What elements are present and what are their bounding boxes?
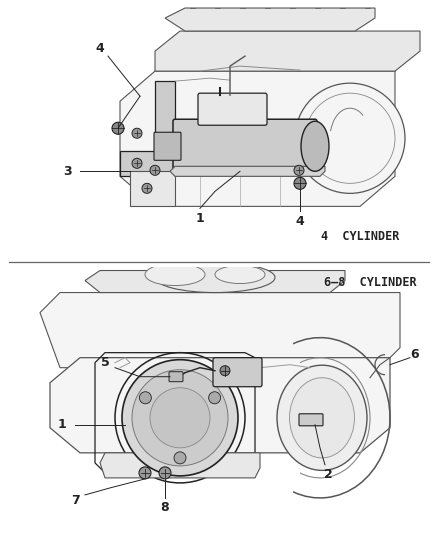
Circle shape (305, 93, 395, 183)
FancyBboxPatch shape (198, 93, 267, 125)
Circle shape (112, 122, 124, 134)
Circle shape (132, 158, 142, 168)
Polygon shape (40, 293, 400, 368)
Circle shape (132, 370, 228, 466)
Circle shape (159, 467, 171, 479)
Text: 5: 5 (101, 356, 110, 369)
Polygon shape (100, 453, 260, 478)
Polygon shape (130, 171, 175, 206)
Circle shape (150, 165, 160, 175)
FancyBboxPatch shape (299, 414, 323, 426)
Text: 1: 1 (58, 418, 67, 431)
Text: 4: 4 (296, 215, 304, 228)
Ellipse shape (290, 378, 354, 458)
Circle shape (220, 366, 230, 376)
Circle shape (132, 128, 142, 138)
Polygon shape (165, 8, 375, 31)
FancyBboxPatch shape (173, 119, 317, 173)
FancyBboxPatch shape (154, 132, 181, 160)
Ellipse shape (301, 121, 329, 171)
Circle shape (139, 467, 151, 479)
Text: 1: 1 (196, 212, 205, 225)
Circle shape (150, 387, 210, 448)
Ellipse shape (215, 265, 265, 284)
Text: 6: 6 (411, 348, 419, 361)
Text: 2: 2 (324, 469, 332, 481)
FancyBboxPatch shape (213, 358, 262, 387)
Ellipse shape (155, 262, 275, 293)
Polygon shape (170, 166, 325, 176)
Text: 6–8  CYLINDER: 6–8 CYLINDER (324, 276, 416, 289)
Text: 3: 3 (64, 165, 72, 178)
Circle shape (295, 83, 405, 193)
Polygon shape (155, 31, 420, 71)
Polygon shape (85, 271, 345, 293)
Text: 4: 4 (95, 42, 104, 54)
Ellipse shape (145, 263, 205, 286)
Circle shape (208, 392, 221, 404)
Polygon shape (120, 71, 395, 206)
Circle shape (174, 452, 186, 464)
Text: 4  CYLINDER: 4 CYLINDER (321, 230, 399, 243)
Circle shape (142, 183, 152, 193)
Polygon shape (50, 358, 390, 453)
Ellipse shape (277, 365, 367, 471)
Circle shape (294, 165, 304, 175)
Circle shape (122, 360, 238, 476)
Circle shape (139, 392, 152, 404)
Text: 7: 7 (71, 495, 79, 507)
FancyBboxPatch shape (169, 372, 183, 382)
Polygon shape (120, 81, 175, 176)
Circle shape (294, 177, 306, 189)
Text: 8: 8 (161, 502, 170, 514)
